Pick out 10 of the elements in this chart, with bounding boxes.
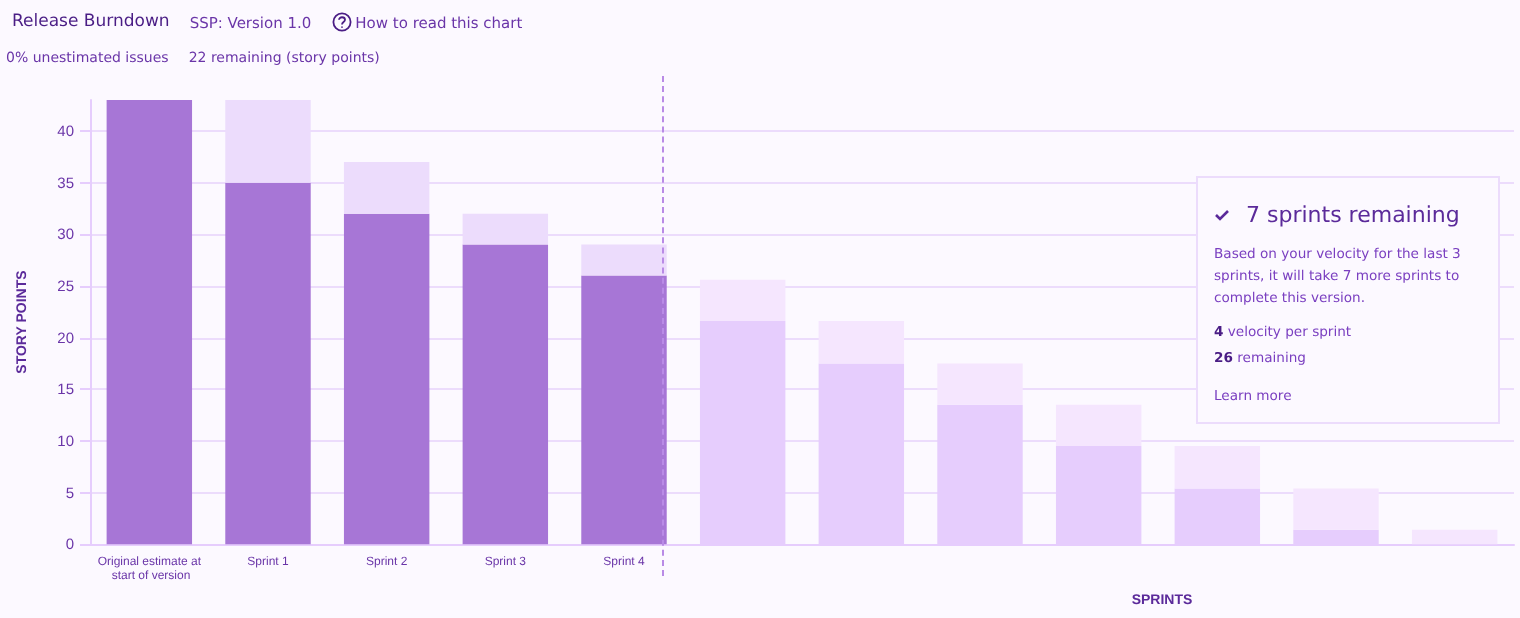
bar (343, 213, 430, 545)
bar (225, 182, 311, 545)
bar (1174, 446, 1261, 489)
bar (581, 244, 667, 276)
chart-title: Release Burndown (12, 12, 170, 32)
bar (106, 100, 193, 545)
annotation: 7 sprints remaining (1246, 202, 1460, 228)
bar (1411, 529, 1498, 545)
bar (462, 244, 549, 545)
bar (581, 275, 667, 545)
